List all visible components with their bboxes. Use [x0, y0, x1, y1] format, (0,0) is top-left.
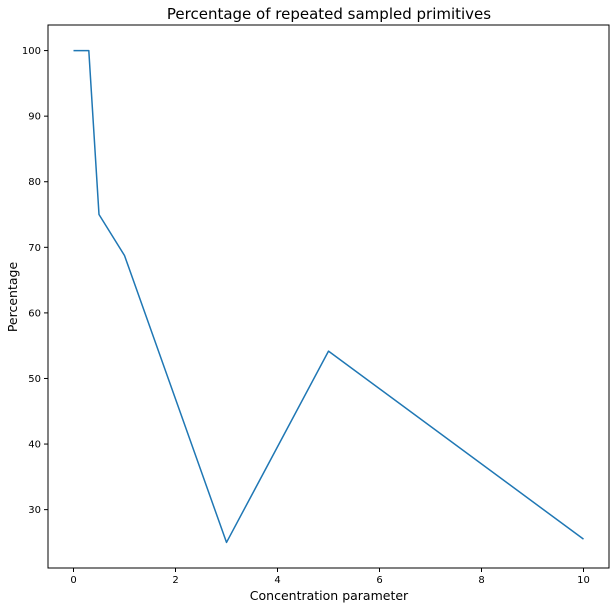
y-tick-label: 40	[28, 440, 41, 451]
x-tick-label: 0	[70, 575, 76, 586]
y-tick-label: 60	[28, 308, 41, 319]
series-line	[73, 49, 584, 544]
series-group	[73, 49, 584, 544]
x-tick-label: 2	[172, 575, 178, 586]
plot-frame	[47, 24, 610, 569]
y-tick-label: 90	[28, 112, 41, 123]
x-tick-label: 8	[478, 575, 484, 586]
plot-area: 0 2 4 6 8 10 30 40 50 60 70 80 90 100	[22, 24, 610, 586]
y-tick-label: 30	[28, 505, 41, 516]
y-axis: 30 40 50 60 70 80 90 100	[22, 46, 48, 516]
y-tick-label: 100	[22, 46, 41, 57]
y-tick-label: 70	[28, 243, 41, 254]
x-axis-label: Concentration parameter	[250, 588, 409, 603]
chart-title: Percentage of repeated sampled primitive…	[167, 5, 491, 23]
y-tick-label: 80	[28, 177, 41, 188]
x-axis: 0 2 4 6 8 10	[70, 568, 590, 586]
y-axis-label: Percentage	[5, 262, 20, 333]
y-tick-label: 50	[28, 374, 41, 385]
x-tick-label: 4	[274, 575, 280, 586]
x-tick-label: 6	[376, 575, 382, 586]
x-tick-label: 10	[577, 575, 590, 586]
